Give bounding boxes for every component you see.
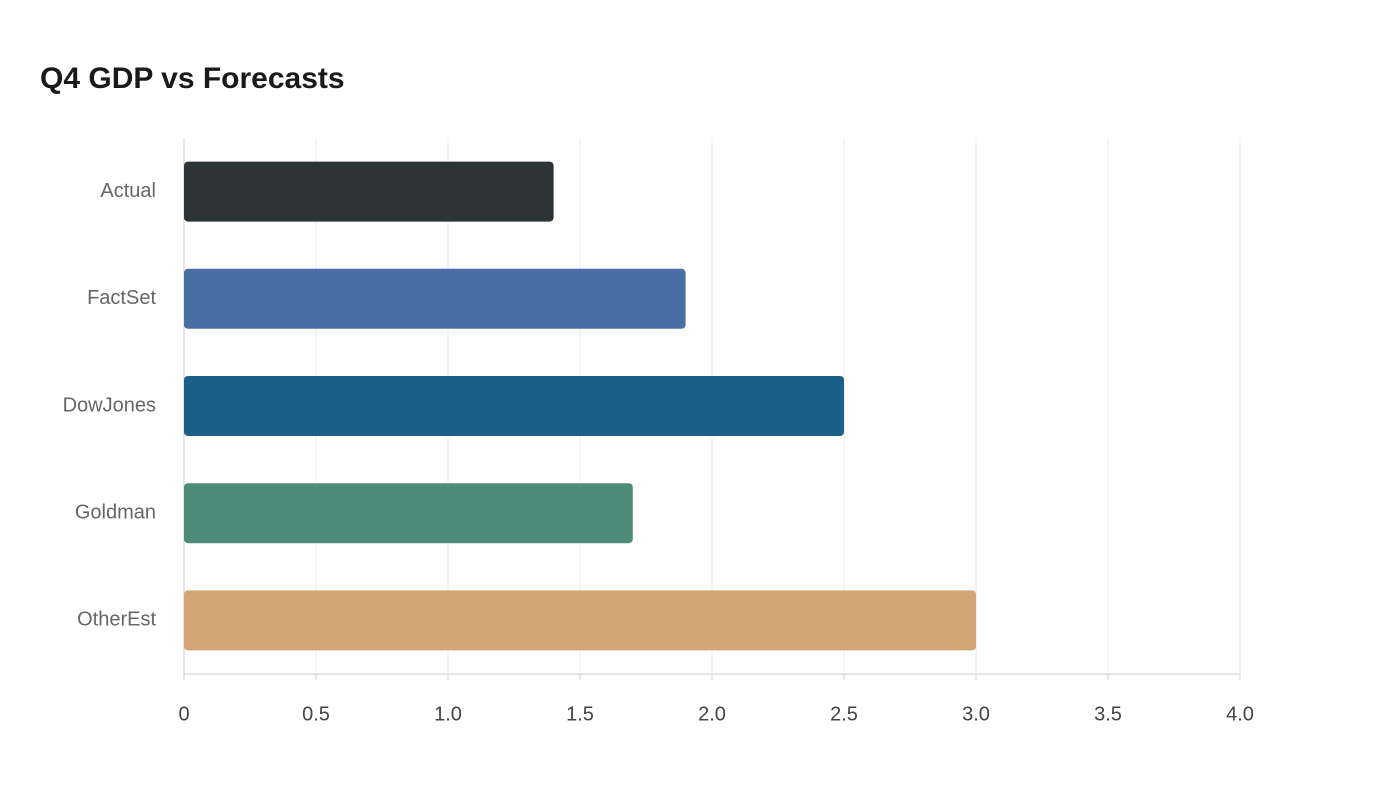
bar [184,268,686,329]
x-tick-label: 4.0 [1226,703,1254,725]
x-tick-label: 3.5 [1094,703,1122,725]
y-tick-label: Actual [100,180,156,202]
bar [184,376,844,436]
y-tick-label: FactSet [87,287,156,309]
bar [184,590,976,651]
x-tick-label: 2.0 [698,703,726,725]
bar [184,483,633,544]
x-tick-label: 0 [178,703,189,725]
x-tick-label: 3.0 [962,703,990,725]
x-tick-label: 2.5 [830,703,858,725]
y-tick-label: OtherEst [77,609,156,631]
x-tick-label: 0.5 [302,703,330,725]
x-tick-label: 1.5 [566,703,594,725]
y-tick-label: Goldman [75,501,156,523]
chart-title: Q4 GDP vs Forecasts [40,62,345,95]
x-tick-label: 1.0 [434,703,462,725]
y-tick-label: DowJones [63,394,156,416]
bar [184,161,554,222]
